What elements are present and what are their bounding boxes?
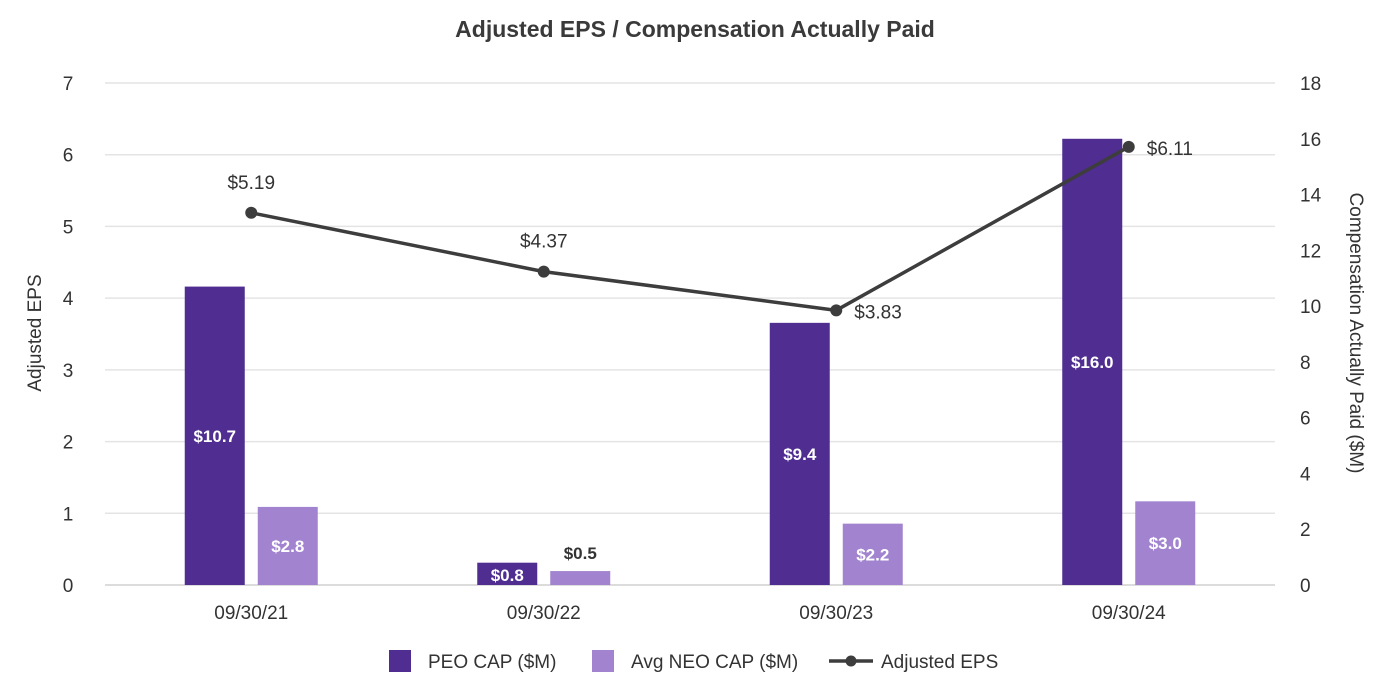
bar-peo-cap bbox=[1062, 138, 1123, 585]
bar-value-label: $0.5 bbox=[564, 544, 597, 563]
left-tick-label: 2 bbox=[63, 433, 74, 454]
left-tick-label: 0 bbox=[63, 576, 74, 597]
eps-point bbox=[537, 265, 550, 278]
bar-value-label: $2.8 bbox=[271, 537, 304, 556]
eps-point bbox=[1122, 140, 1135, 153]
bar-peo-cap bbox=[769, 322, 830, 585]
eps-value-label: $6.11 bbox=[1147, 139, 1193, 160]
right-axis-title: Compensation Actually Paid ($M) bbox=[1345, 193, 1366, 474]
category-label: 09/30/23 bbox=[799, 603, 873, 624]
right-tick-label: 0 bbox=[1300, 576, 1311, 597]
eps-value-label: $5.19 bbox=[227, 173, 275, 194]
bar-value-label: $10.7 bbox=[193, 427, 236, 446]
left-tick-label: 7 bbox=[63, 74, 74, 95]
eps-value-label: $3.83 bbox=[854, 302, 902, 323]
category-label: 09/30/21 bbox=[214, 603, 288, 624]
legend: PEO CAP ($M) Avg NEO CAP ($M) Adjusted EPS bbox=[389, 650, 998, 673]
legend-label-neo: Avg NEO CAP ($M) bbox=[631, 652, 798, 673]
category-label: 09/30/24 bbox=[1092, 603, 1166, 624]
legend-label-eps: Adjusted EPS bbox=[881, 652, 998, 673]
right-axis-ticks: 0 2 4 6 8 10 12 14 16 18 bbox=[1300, 74, 1322, 597]
bar-avg-neo-cap bbox=[550, 571, 611, 585]
eps-point bbox=[245, 206, 258, 219]
category-label: 09/30/22 bbox=[507, 603, 581, 624]
right-tick-label: 4 bbox=[1300, 464, 1311, 485]
left-tick-label: 5 bbox=[63, 217, 74, 238]
bar-avg-neo-cap bbox=[842, 523, 903, 585]
right-tick-label: 12 bbox=[1300, 241, 1321, 262]
legend-marker-eps bbox=[845, 655, 857, 667]
bar-labels: $10.7 $2.8 $0.8 $0.5 $9.4 $2.2 $16.0 $3.0 bbox=[193, 353, 1181, 585]
right-tick-label: 10 bbox=[1300, 297, 1321, 318]
right-tick-label: 14 bbox=[1300, 186, 1322, 207]
bar-value-label: $3.0 bbox=[1149, 534, 1182, 553]
bar-value-label: $9.4 bbox=[783, 445, 817, 464]
right-tick-label: 18 bbox=[1300, 74, 1321, 95]
legend-label-peo: PEO CAP ($M) bbox=[428, 652, 556, 673]
eps-point bbox=[830, 304, 843, 317]
right-tick-label: 2 bbox=[1300, 520, 1311, 541]
left-tick-label: 4 bbox=[63, 289, 74, 310]
category-labels: 09/30/21 09/30/22 09/30/23 09/30/24 bbox=[214, 603, 1166, 624]
left-axis-title: Adjusted EPS bbox=[25, 274, 46, 391]
legend-swatch-peo bbox=[389, 650, 411, 672]
bar-value-label: $16.0 bbox=[1071, 353, 1114, 372]
left-tick-label: 6 bbox=[63, 146, 74, 167]
bar-value-label: $0.8 bbox=[491, 566, 524, 585]
right-tick-label: 16 bbox=[1300, 130, 1321, 151]
bar-avg-neo-cap bbox=[257, 506, 318, 585]
eps-line bbox=[250, 145, 1130, 313]
right-tick-label: 6 bbox=[1300, 409, 1311, 430]
legend-swatch-neo bbox=[592, 650, 614, 672]
left-tick-label: 1 bbox=[63, 504, 74, 525]
right-tick-label: 8 bbox=[1300, 353, 1311, 374]
bar-avg-neo-cap bbox=[1135, 501, 1196, 585]
bar-peo-cap bbox=[477, 562, 538, 585]
eps-value-label: $4.37 bbox=[520, 232, 568, 253]
bar-peo-cap bbox=[184, 286, 245, 585]
bars bbox=[184, 138, 1196, 585]
left-axis-ticks: 0 1 2 3 4 5 6 7 bbox=[63, 74, 74, 597]
eps-line-series: $5.19 $4.37 $3.83 $6.11 bbox=[227, 139, 1192, 324]
left-tick-label: 3 bbox=[63, 361, 74, 382]
bar-value-label: $2.2 bbox=[856, 545, 889, 564]
chart-title: Adjusted EPS / Compensation Actually Pai… bbox=[455, 16, 935, 42]
